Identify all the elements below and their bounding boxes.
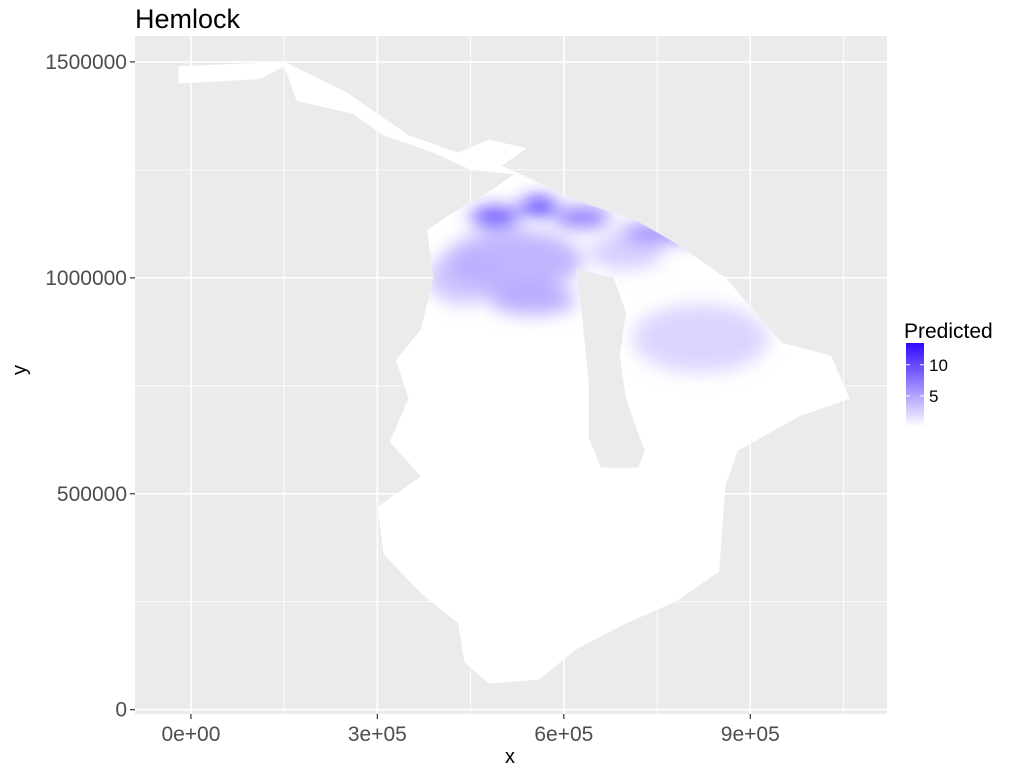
prediction-hotspot — [520, 197, 558, 216]
x-axis-ticks: 0e+00 3e+05 6e+05 9e+05 — [161, 714, 780, 746]
prediction-hotspot — [470, 207, 521, 227]
x-tick-label: 6e+05 — [534, 723, 593, 746]
x-tick-label: 0e+00 — [161, 723, 220, 746]
y-tick-label: 0 — [115, 699, 127, 722]
y-tick-label: 500000 — [57, 483, 127, 506]
prediction-hotspot — [632, 303, 769, 373]
prediction-layer — [427, 197, 769, 373]
y-axis-title: y — [9, 365, 31, 375]
y-tick-label: 1000000 — [45, 267, 127, 290]
x-axis-title: x — [505, 746, 515, 768]
chart-title: Hemlock — [135, 4, 241, 34]
legend: Predicted 5 10 — [904, 320, 993, 427]
lake-michigan — [576, 269, 645, 468]
x-tick-label: 9e+05 — [721, 723, 780, 746]
legend-tick-label: 10 — [929, 356, 948, 375]
legend-title: Predicted — [904, 320, 993, 343]
y-tick-label: 1500000 — [45, 51, 127, 74]
y-axis-ticks: 0 500000 1000000 1500000 — [45, 51, 135, 722]
prediction-hotspot — [445, 230, 583, 291]
prediction-hotspot — [554, 207, 611, 227]
legend-tick-label: 5 — [929, 387, 938, 406]
region-land — [178, 61, 850, 684]
prediction-hotspot — [588, 234, 664, 270]
x-tick-label: 3e+05 — [348, 723, 407, 746]
prediction-hotspot — [489, 284, 577, 315]
legend-colorbar — [906, 343, 924, 427]
